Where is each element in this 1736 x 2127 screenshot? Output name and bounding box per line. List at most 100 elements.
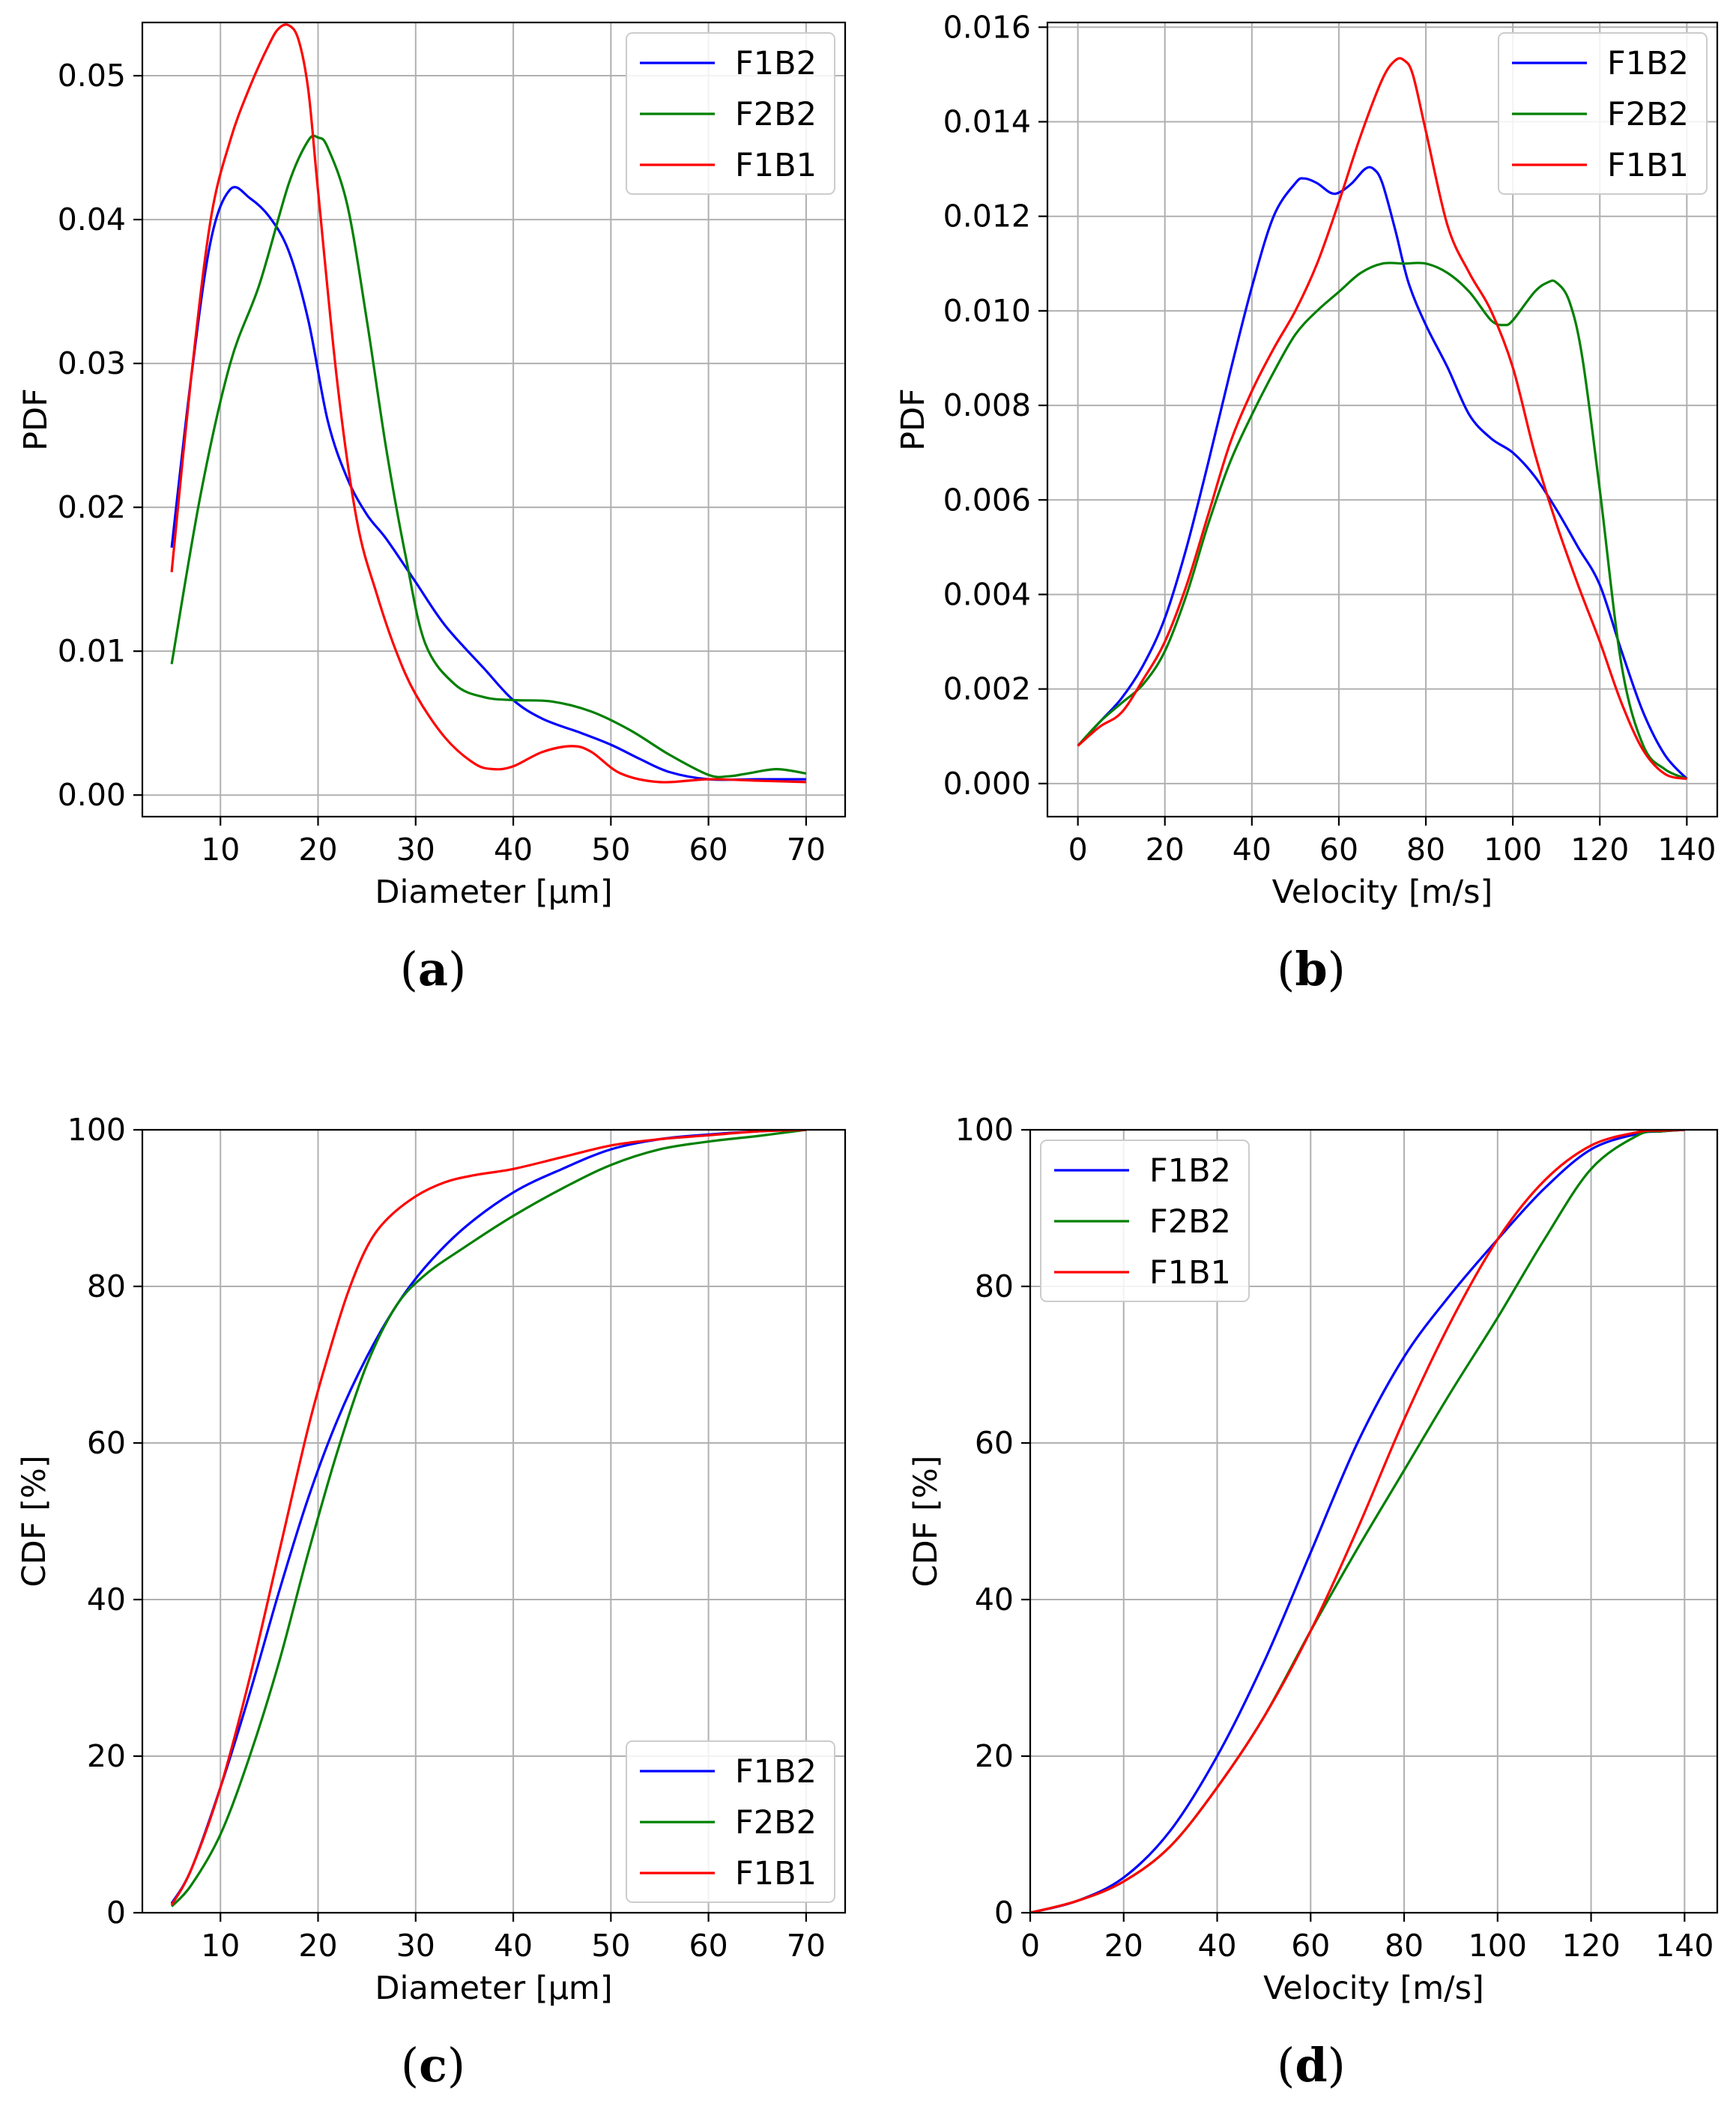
- legend: F1B2 F2B2 F1B1: [626, 32, 835, 195]
- legend-label-F2B2: F2B2: [735, 96, 817, 133]
- series-line-F1B2: [1030, 1130, 1685, 1913]
- x-tick-label: 60: [1291, 1928, 1330, 1964]
- legend-label-F2B2: F2B2: [1607, 96, 1689, 133]
- y-tick-label: 0.00: [58, 777, 126, 813]
- x-axis-label: Diameter [µm]: [375, 1970, 612, 2007]
- y-tick-label: 60: [87, 1425, 126, 1461]
- x-tick-label: 60: [1319, 832, 1358, 868]
- y-tick-label: 0.002: [943, 671, 1031, 707]
- x-tick-label: 40: [1233, 832, 1271, 868]
- x-tick-label: 100: [1484, 832, 1542, 868]
- legend-label-F1B1: F1B1: [735, 147, 817, 184]
- x-tick-label: 60: [689, 1928, 728, 1964]
- y-axis-label: CDF [%]: [907, 1456, 945, 1588]
- y-tick-label: 100: [67, 1112, 126, 1148]
- series-line-F1B1: [170, 23, 806, 784]
- legend-box: [626, 32, 835, 195]
- chart-panel-c: 10 20 30 40 50 60 70 0 20 40 60 80 100 Diameter [µm] C…: [16, 1112, 847, 2093]
- panel-label-a: (a): [400, 942, 467, 996]
- x-tick-label: 120: [1561, 1928, 1620, 1964]
- legend: F1B2 F2B2 F1B1: [626, 1740, 835, 1903]
- x-tick-label: 20: [1104, 1928, 1143, 1964]
- series-line-F1B1: [1030, 1130, 1685, 1913]
- chart-panel-a: 10 20 30 40 50 60 70 0.00 0.01 0.02 0.03 0.04 0.05 Di…: [17, 21, 847, 996]
- x-tick-label: 80: [1385, 1928, 1424, 1964]
- x-tick-label: 70: [787, 832, 826, 868]
- x-tick-label: 0: [1068, 832, 1088, 868]
- legend-label-F2B2: F2B2: [735, 1804, 817, 1842]
- x-tick-label: 70: [787, 1928, 826, 1964]
- x-tick-label: 10: [201, 832, 240, 868]
- y-tick-label: 100: [955, 1112, 1014, 1148]
- y-tick-label: 0: [106, 1895, 126, 1931]
- x-tick-label: 10: [201, 1928, 240, 1964]
- legend-label-F1B1: F1B1: [1607, 147, 1689, 184]
- y-tick-label: 0.008: [943, 387, 1031, 423]
- legend-label-F1B2: F1B2: [1149, 1152, 1231, 1190]
- legend: F1B2 F2B2 F1B1: [1040, 1140, 1250, 1302]
- x-tick-label: 30: [396, 1928, 435, 1964]
- y-tick-label: 0.05: [58, 58, 126, 94]
- x-axis-label: Velocity [m/s]: [1263, 1970, 1484, 2007]
- y-tick-label: 0.014: [943, 104, 1031, 140]
- x-tick-label: 20: [298, 1928, 337, 1964]
- series-line-F2B2: [1077, 261, 1688, 780]
- panel-label-d: (d): [1277, 2038, 1346, 2093]
- series-line-F1B2: [170, 186, 806, 781]
- panel-label-c: (c): [401, 2038, 465, 2093]
- x-tick-label: 30: [396, 832, 435, 868]
- x-tick-label: 20: [298, 832, 337, 868]
- legend-label-F1B2: F1B2: [735, 1753, 817, 1791]
- x-tick-label: 140: [1655, 1928, 1714, 1964]
- legend-label-F2B2: F2B2: [1149, 1203, 1231, 1241]
- x-tick-label: 80: [1406, 832, 1445, 868]
- plot-frame: [1046, 21, 1719, 818]
- y-tick-label: 20: [975, 1738, 1014, 1774]
- y-tick-label: 20: [87, 1738, 126, 1774]
- x-tick-label: 40: [1197, 1928, 1236, 1964]
- y-tick-label: 60: [975, 1425, 1014, 1461]
- y-tick-label: 0.016: [943, 9, 1031, 45]
- legend-box: [1498, 32, 1708, 195]
- series-line-F1B2: [1077, 166, 1688, 780]
- x-tick-label: 60: [689, 832, 728, 868]
- x-tick-label: 140: [1657, 832, 1716, 868]
- chart-panel-d: 0 20 40 60 80 100 120 140 0 20 40 60 80 100 Velocity […: [907, 1112, 1719, 2093]
- x-tick-label: 40: [494, 1928, 533, 1964]
- chart-panel-b: 0 20 40 60 80 100 120 140 0.000 0.002 0.004 0.006 0.…: [895, 9, 1719, 996]
- y-tick-label: 40: [87, 1582, 126, 1618]
- series-line-F2B2: [170, 134, 807, 778]
- y-tick-label: 80: [87, 1268, 126, 1304]
- y-tick-label: 0.010: [943, 293, 1031, 329]
- legend-box: [1040, 1140, 1250, 1302]
- y-tick-label: 0.03: [58, 345, 126, 381]
- series-line-F1B1: [1077, 57, 1687, 781]
- y-tick-label: 0.01: [58, 633, 126, 669]
- legend: F1B2 F2B2 F1B1: [1498, 32, 1708, 195]
- x-tick-label: 120: [1570, 832, 1629, 868]
- legend-label-F1B1: F1B1: [1149, 1254, 1231, 1292]
- plot-frame: [1029, 1128, 1719, 1914]
- y-tick-label: 0.04: [58, 202, 126, 237]
- y-axis-label: CDF [%]: [16, 1456, 53, 1588]
- y-tick-label: 0.02: [58, 489, 126, 525]
- series-line-F2B2: [170, 1130, 807, 1907]
- y-tick-label: 80: [975, 1268, 1014, 1304]
- legend-box: [626, 1740, 835, 1903]
- x-tick-label: 20: [1146, 832, 1185, 868]
- series-line-F1B1: [170, 1130, 806, 1906]
- y-tick-label: 0.006: [943, 482, 1031, 518]
- y-tick-label: 40: [975, 1582, 1014, 1618]
- x-axis-label: Diameter [µm]: [375, 874, 612, 911]
- panel-label-b: (b): [1277, 942, 1346, 996]
- y-axis-label: PDF: [17, 388, 55, 451]
- y-axis-label: PDF: [895, 388, 932, 451]
- x-tick-label: 100: [1469, 1928, 1527, 1964]
- legend-label-F1B2: F1B2: [1607, 45, 1689, 82]
- y-tick-label: 0.012: [943, 199, 1031, 235]
- x-axis-label: Velocity [m/s]: [1272, 874, 1493, 911]
- legend-label-F1B2: F1B2: [735, 45, 817, 82]
- y-tick-label: 0: [994, 1895, 1014, 1931]
- x-tick-label: 40: [494, 832, 533, 868]
